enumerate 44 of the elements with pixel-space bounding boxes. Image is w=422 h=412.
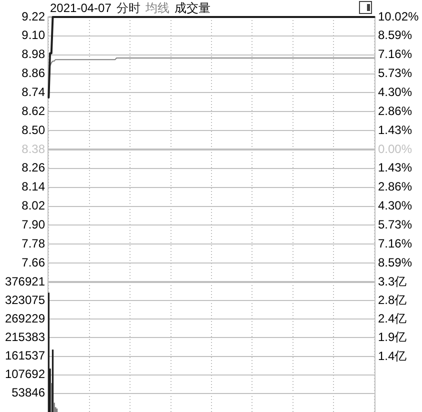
y2-tick-label: 5.73% (378, 218, 412, 232)
text: 成交量 (174, 1, 210, 15)
y-tick-label: 53846 (12, 386, 46, 400)
y2-tick-label: 7.16% (378, 47, 412, 62)
chart-title: 2021-04-07 (50, 1, 112, 15)
y2-tick-label: 1.43% (378, 160, 412, 175)
y-tick-label: 8.62 (22, 104, 46, 118)
y2-tick-label: 8.59% (378, 255, 412, 270)
y2-tick-label: 3.3亿 (378, 274, 407, 288)
y2-tick-label: 0.00% (378, 142, 412, 156)
y2-tick-label: 2.86% (378, 180, 412, 194)
y-tick-label: 215383 (4, 330, 46, 344)
y2-tick-label: 1.4亿 (378, 348, 407, 363)
y-tick-label: 8.14 (22, 180, 46, 194)
y-tick-label: 9.10 (22, 28, 46, 42)
series-label: 分时 (116, 1, 140, 15)
y2-tick-label: 8.59% (378, 28, 412, 42)
y-tick-label: 8.50 (22, 122, 46, 137)
y-tick-label: 376921 (4, 274, 46, 288)
y2-tick-label: 10.02% (378, 9, 420, 24)
y-tick-label: 8.38 (22, 142, 46, 156)
y-tick-label: 8.86 (22, 66, 46, 80)
y2-tick-label: 2.86% (378, 104, 412, 118)
y2-tick-label: 4.30% (378, 198, 412, 213)
y-tick-label: 8.98 (22, 47, 46, 62)
y2-tick-label: 1.43% (378, 122, 412, 137)
y-tick-label: 161537 (4, 348, 46, 363)
y-tick-label: 323075 (4, 292, 46, 307)
y-tick-label: 7.78 (22, 236, 46, 250)
y2-tick-label: 7.16% (378, 236, 412, 250)
y-tick-label: 9.22 (22, 9, 46, 24)
y-tick-label: 8.02 (22, 198, 46, 213)
y2-tick-label: 5.73% (378, 66, 412, 80)
y-tick-label: 107692 (4, 367, 46, 382)
y-tick-label: 8.74 (22, 85, 46, 100)
y-tick-label: 7.90 (22, 218, 46, 232)
text: 均线 (145, 1, 170, 15)
y2-tick-label: 2.4亿 (378, 311, 407, 326)
y2-tick-label: 1.9亿 (378, 330, 407, 344)
y-tick-label: 8.26 (22, 160, 46, 175)
y-tick-label: 269229 (4, 311, 46, 326)
y2-tick-label: 2.8亿 (378, 292, 407, 307)
y2-tick-label: 4.30% (378, 84, 412, 99)
y-tick-label: 7.66 (22, 255, 46, 270)
